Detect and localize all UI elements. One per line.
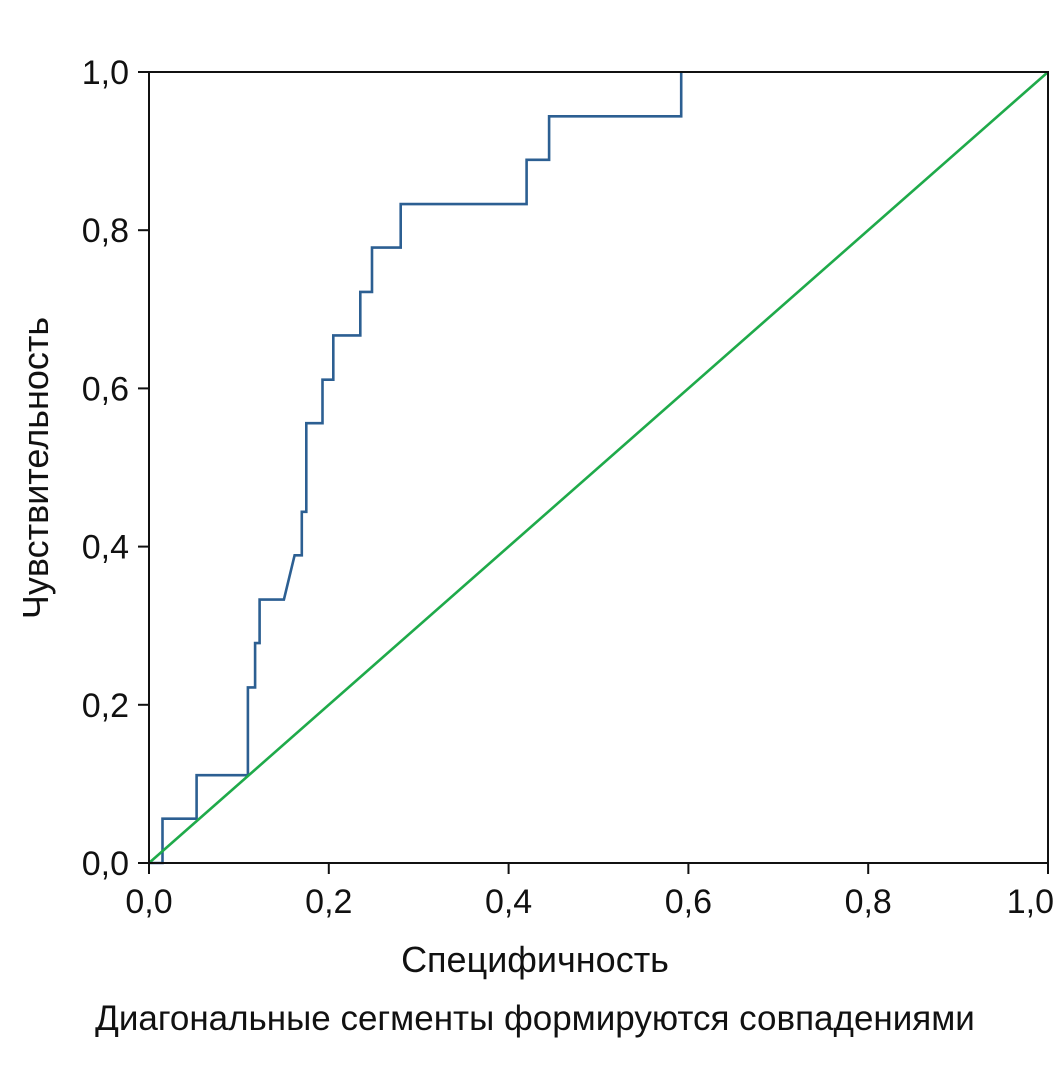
y-tick-labels: 0,0 0,2 0,4 0,6 0,8 1,0 — [82, 54, 129, 883]
x-axis-title: Специфичность — [401, 939, 669, 980]
reference-diagonal-line — [148, 71, 1049, 864]
tick-marks — [138, 71, 1049, 874]
x-tick-labels: 0,0 0,2 0,4 0,6 0,8 1,0 — [125, 883, 1054, 921]
x-tick-label: 0,0 — [125, 883, 172, 921]
chart-caption: Диагональные сегменты формируются совпад… — [95, 999, 975, 1038]
y-tick-label: 1,0 — [82, 54, 129, 92]
x-tick-label: 1,0 — [1007, 883, 1054, 921]
series-layer — [148, 71, 1049, 865]
x-tick-label: 0,6 — [665, 883, 712, 921]
y-tick-label: 0,0 — [82, 845, 129, 883]
y-tick-label: 0,2 — [82, 687, 129, 725]
x-tick-label: 0,8 — [845, 883, 892, 921]
x-tick-label: 0,4 — [485, 883, 532, 921]
y-tick-label: 0,4 — [82, 529, 129, 567]
y-tick-label: 0,8 — [82, 212, 129, 250]
plot-frame — [148, 71, 1049, 864]
plot-border — [148, 71, 1049, 864]
y-axis-title: Чувствительность — [15, 317, 56, 619]
roc-curve-line — [149, 72, 683, 865]
x-tick-label: 0,2 — [305, 883, 352, 921]
y-tick-label: 0,6 — [82, 370, 129, 408]
